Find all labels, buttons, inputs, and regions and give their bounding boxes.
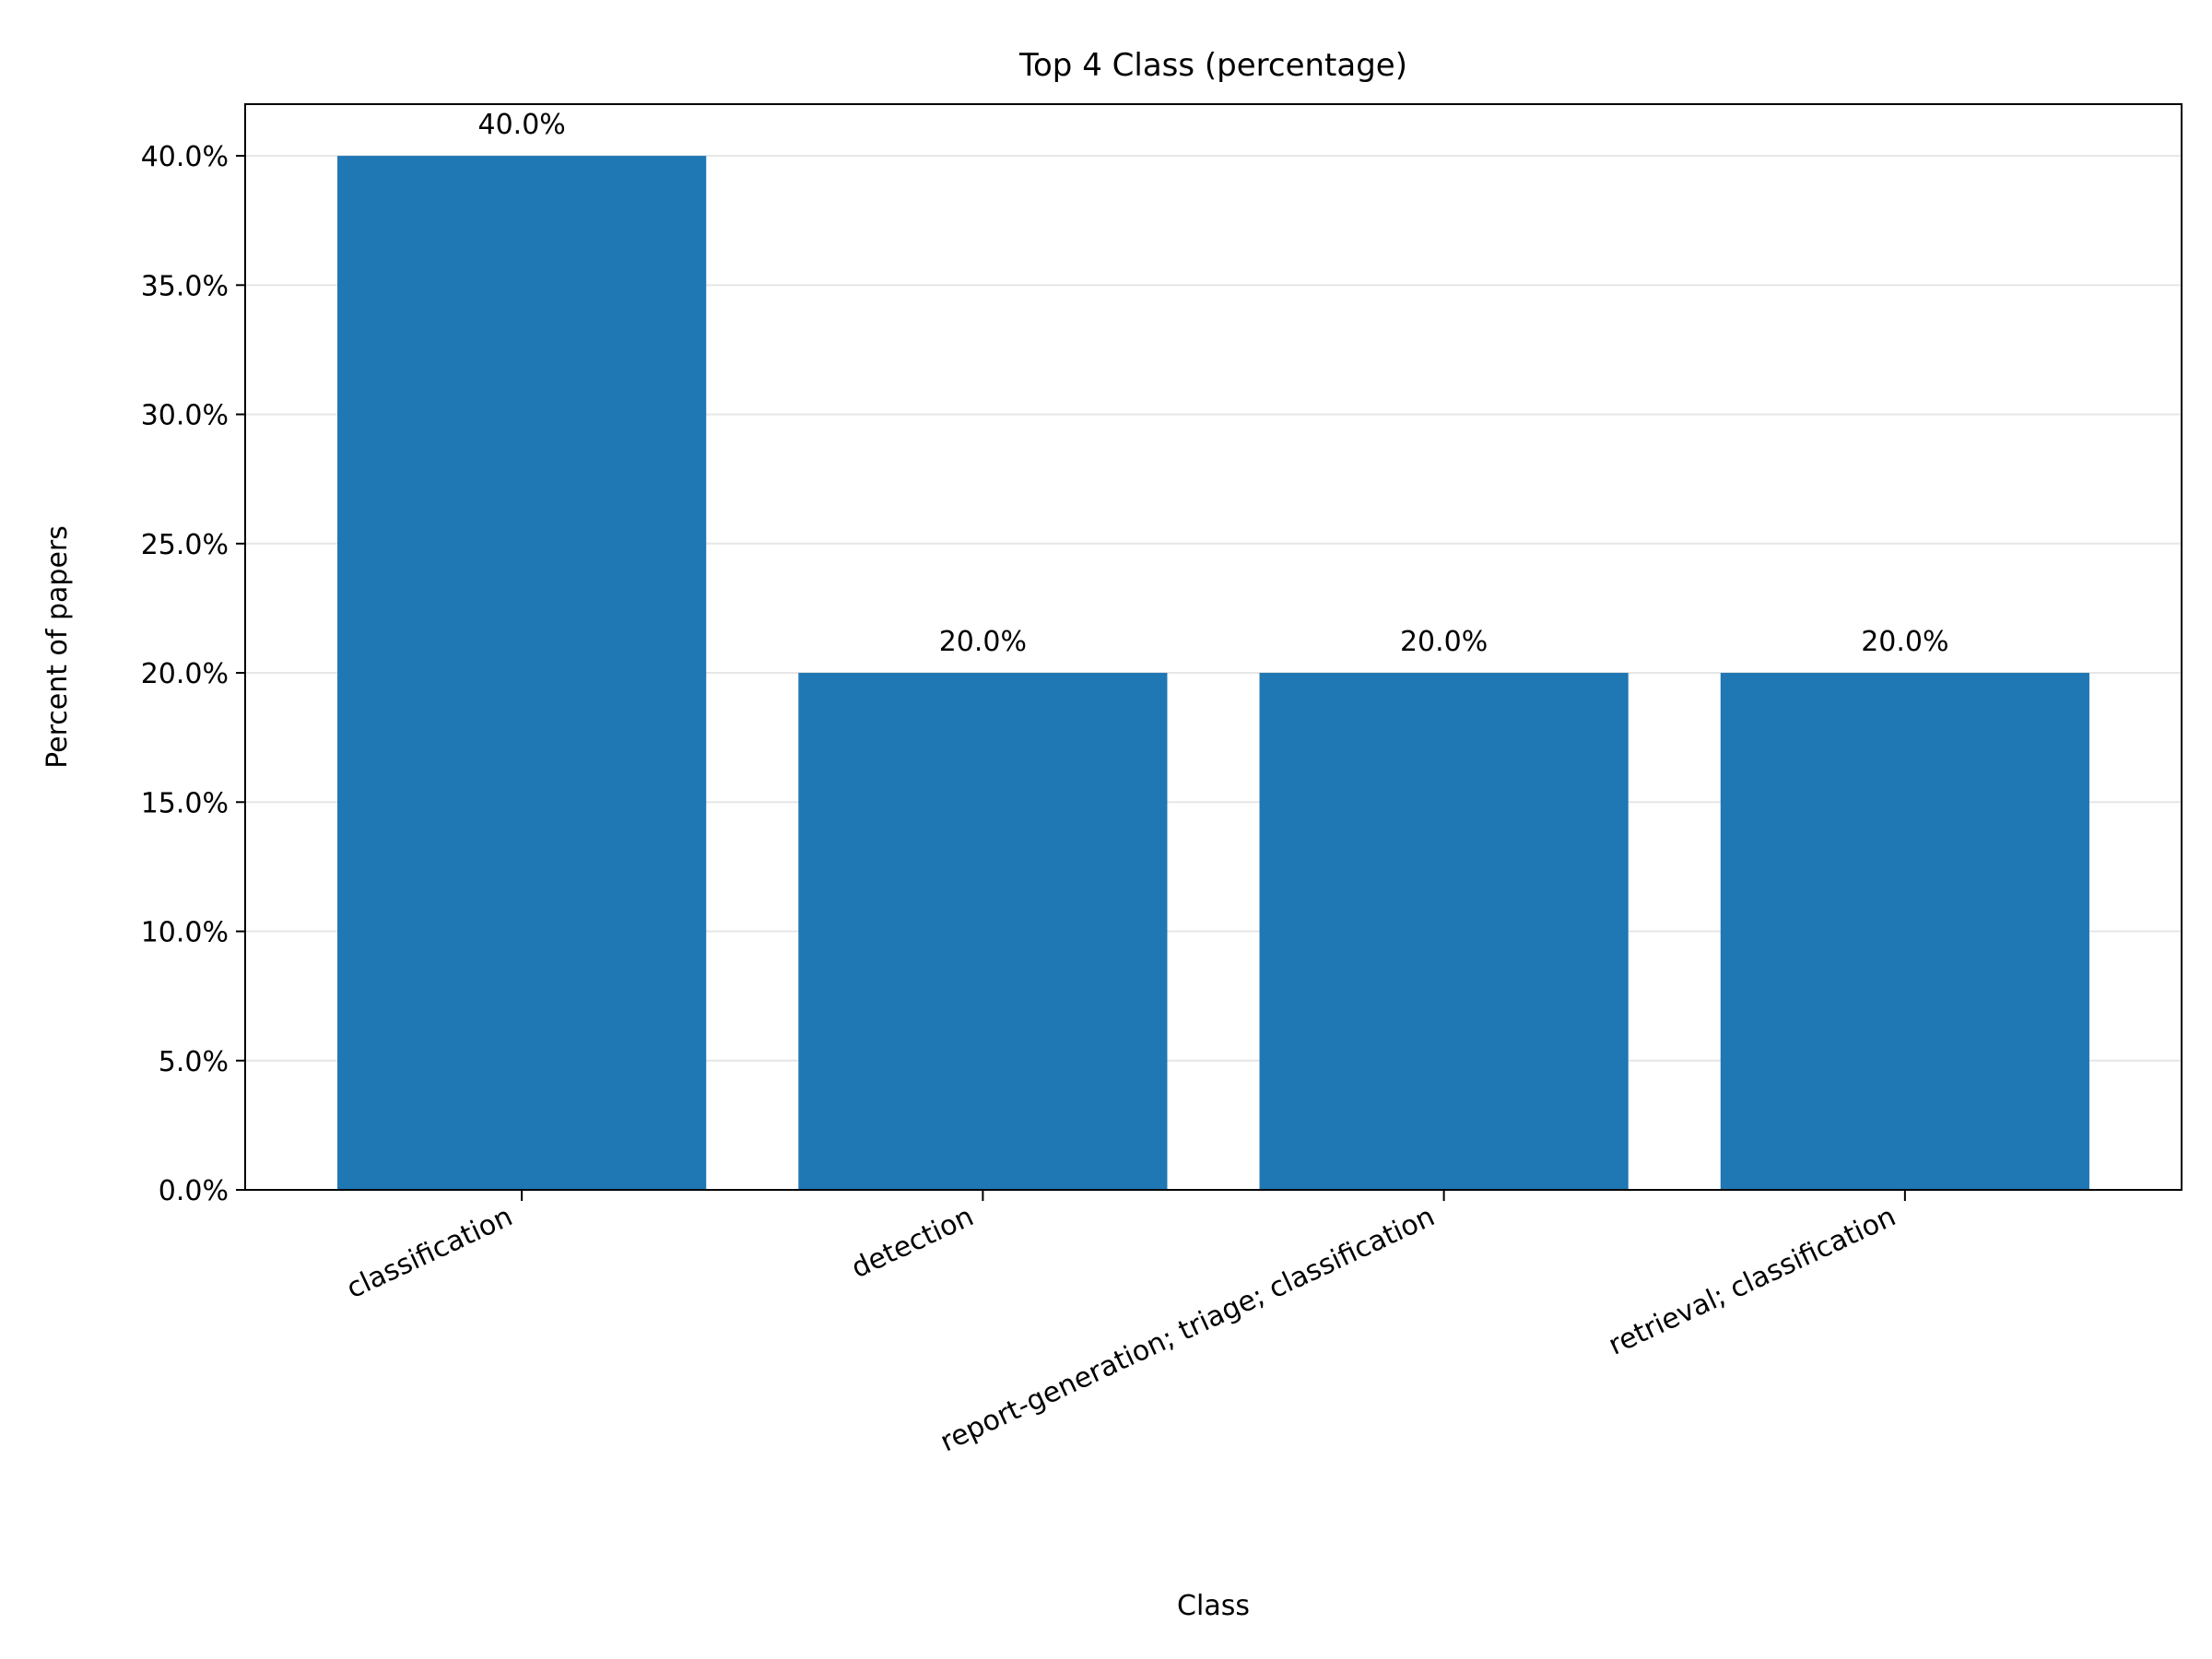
- y-tick-label: 10.0%: [141, 917, 229, 949]
- y-tick-label: 5.0%: [159, 1046, 229, 1078]
- y-tick-label: 25.0%: [141, 529, 229, 561]
- y-tick-label: 0.0%: [159, 1175, 229, 1207]
- x-tick-label: detection: [847, 1201, 979, 1286]
- y-tick-label: 15.0%: [141, 787, 229, 819]
- y-axis-label: Percent of papers: [41, 525, 74, 769]
- y-axis-ticks: 0.0% 5.0% 10.0% 15.0% 20.0% 25.0% 30.0% 35.0% 40…: [141, 141, 245, 1207]
- bar-value-label: 20.0%: [939, 626, 1027, 658]
- plot-frame: [244, 103, 2183, 1191]
- x-axis-label: Class: [1177, 1590, 1250, 1622]
- x-tick-label: report-generation; triage; classificatio…: [935, 1201, 1440, 1459]
- x-axis-ticks: classification detectionreport-generation…: [342, 1190, 1906, 1459]
- x-tick-label: retrieval; classification: [1604, 1201, 1900, 1362]
- bar: [337, 156, 707, 1191]
- bar-value-labels: 40.0% 20.0% 20.0% 20.0%: [477, 109, 1948, 658]
- bar-value-label: 40.0%: [477, 109, 565, 141]
- bars: [337, 156, 2089, 1191]
- bar-value-label: 20.0%: [1400, 626, 1488, 658]
- bar-value-label: 20.0%: [1861, 626, 1948, 658]
- y-tick-label: 40.0%: [141, 141, 229, 173]
- y-tick-label: 20.0%: [141, 658, 229, 690]
- y-tick-label: 35.0%: [141, 270, 229, 302]
- bar: [1259, 673, 1629, 1190]
- bar: [1720, 673, 2089, 1190]
- x-tick-label: classification: [342, 1201, 518, 1306]
- bar: [798, 673, 1168, 1190]
- y-tick-label: 30.0%: [141, 400, 229, 432]
- chart-title: Top 4 Class (percentage): [1018, 47, 1407, 84]
